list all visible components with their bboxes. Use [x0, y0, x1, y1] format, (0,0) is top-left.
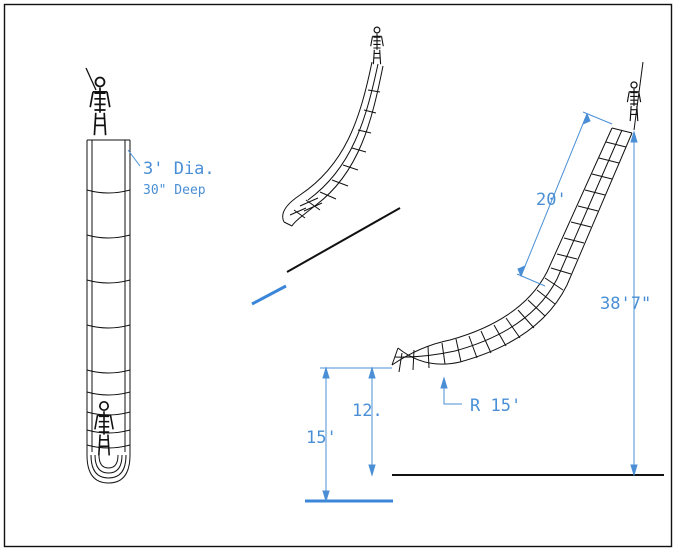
straight-length-label: 20'	[536, 190, 567, 210]
slide-profile	[391, 127, 633, 373]
height-dimension	[630, 130, 638, 477]
rider-figure-perspective	[370, 26, 384, 65]
slide-perspective	[282, 61, 384, 227]
tube-elevation	[86, 139, 131, 484]
diameter-label: 3' Dia.	[143, 159, 215, 179]
diameter-leader	[127, 149, 141, 167]
straight-dimension	[516, 111, 613, 287]
profile-ladder-line	[633, 61, 644, 131]
page-frame	[3, 3, 673, 548]
rider-figure-profile	[626, 81, 642, 122]
depth-label: 30" Deep	[143, 183, 206, 198]
total-height-label: 38'7"	[600, 294, 651, 314]
pool-height-dimension	[322, 366, 330, 503]
perspective-ground-line	[286, 207, 401, 273]
exit-height-label: 12.	[352, 401, 383, 421]
perspective-pool-line	[251, 284, 287, 306]
rider-raised-arm	[85, 67, 97, 91]
pool-height-label: 15'	[306, 428, 337, 448]
radius-label: R 15'	[470, 396, 521, 416]
radius-leader	[440, 376, 462, 405]
rider-figure-top	[89, 76, 111, 137]
exit-height-dimension	[320, 366, 392, 477]
